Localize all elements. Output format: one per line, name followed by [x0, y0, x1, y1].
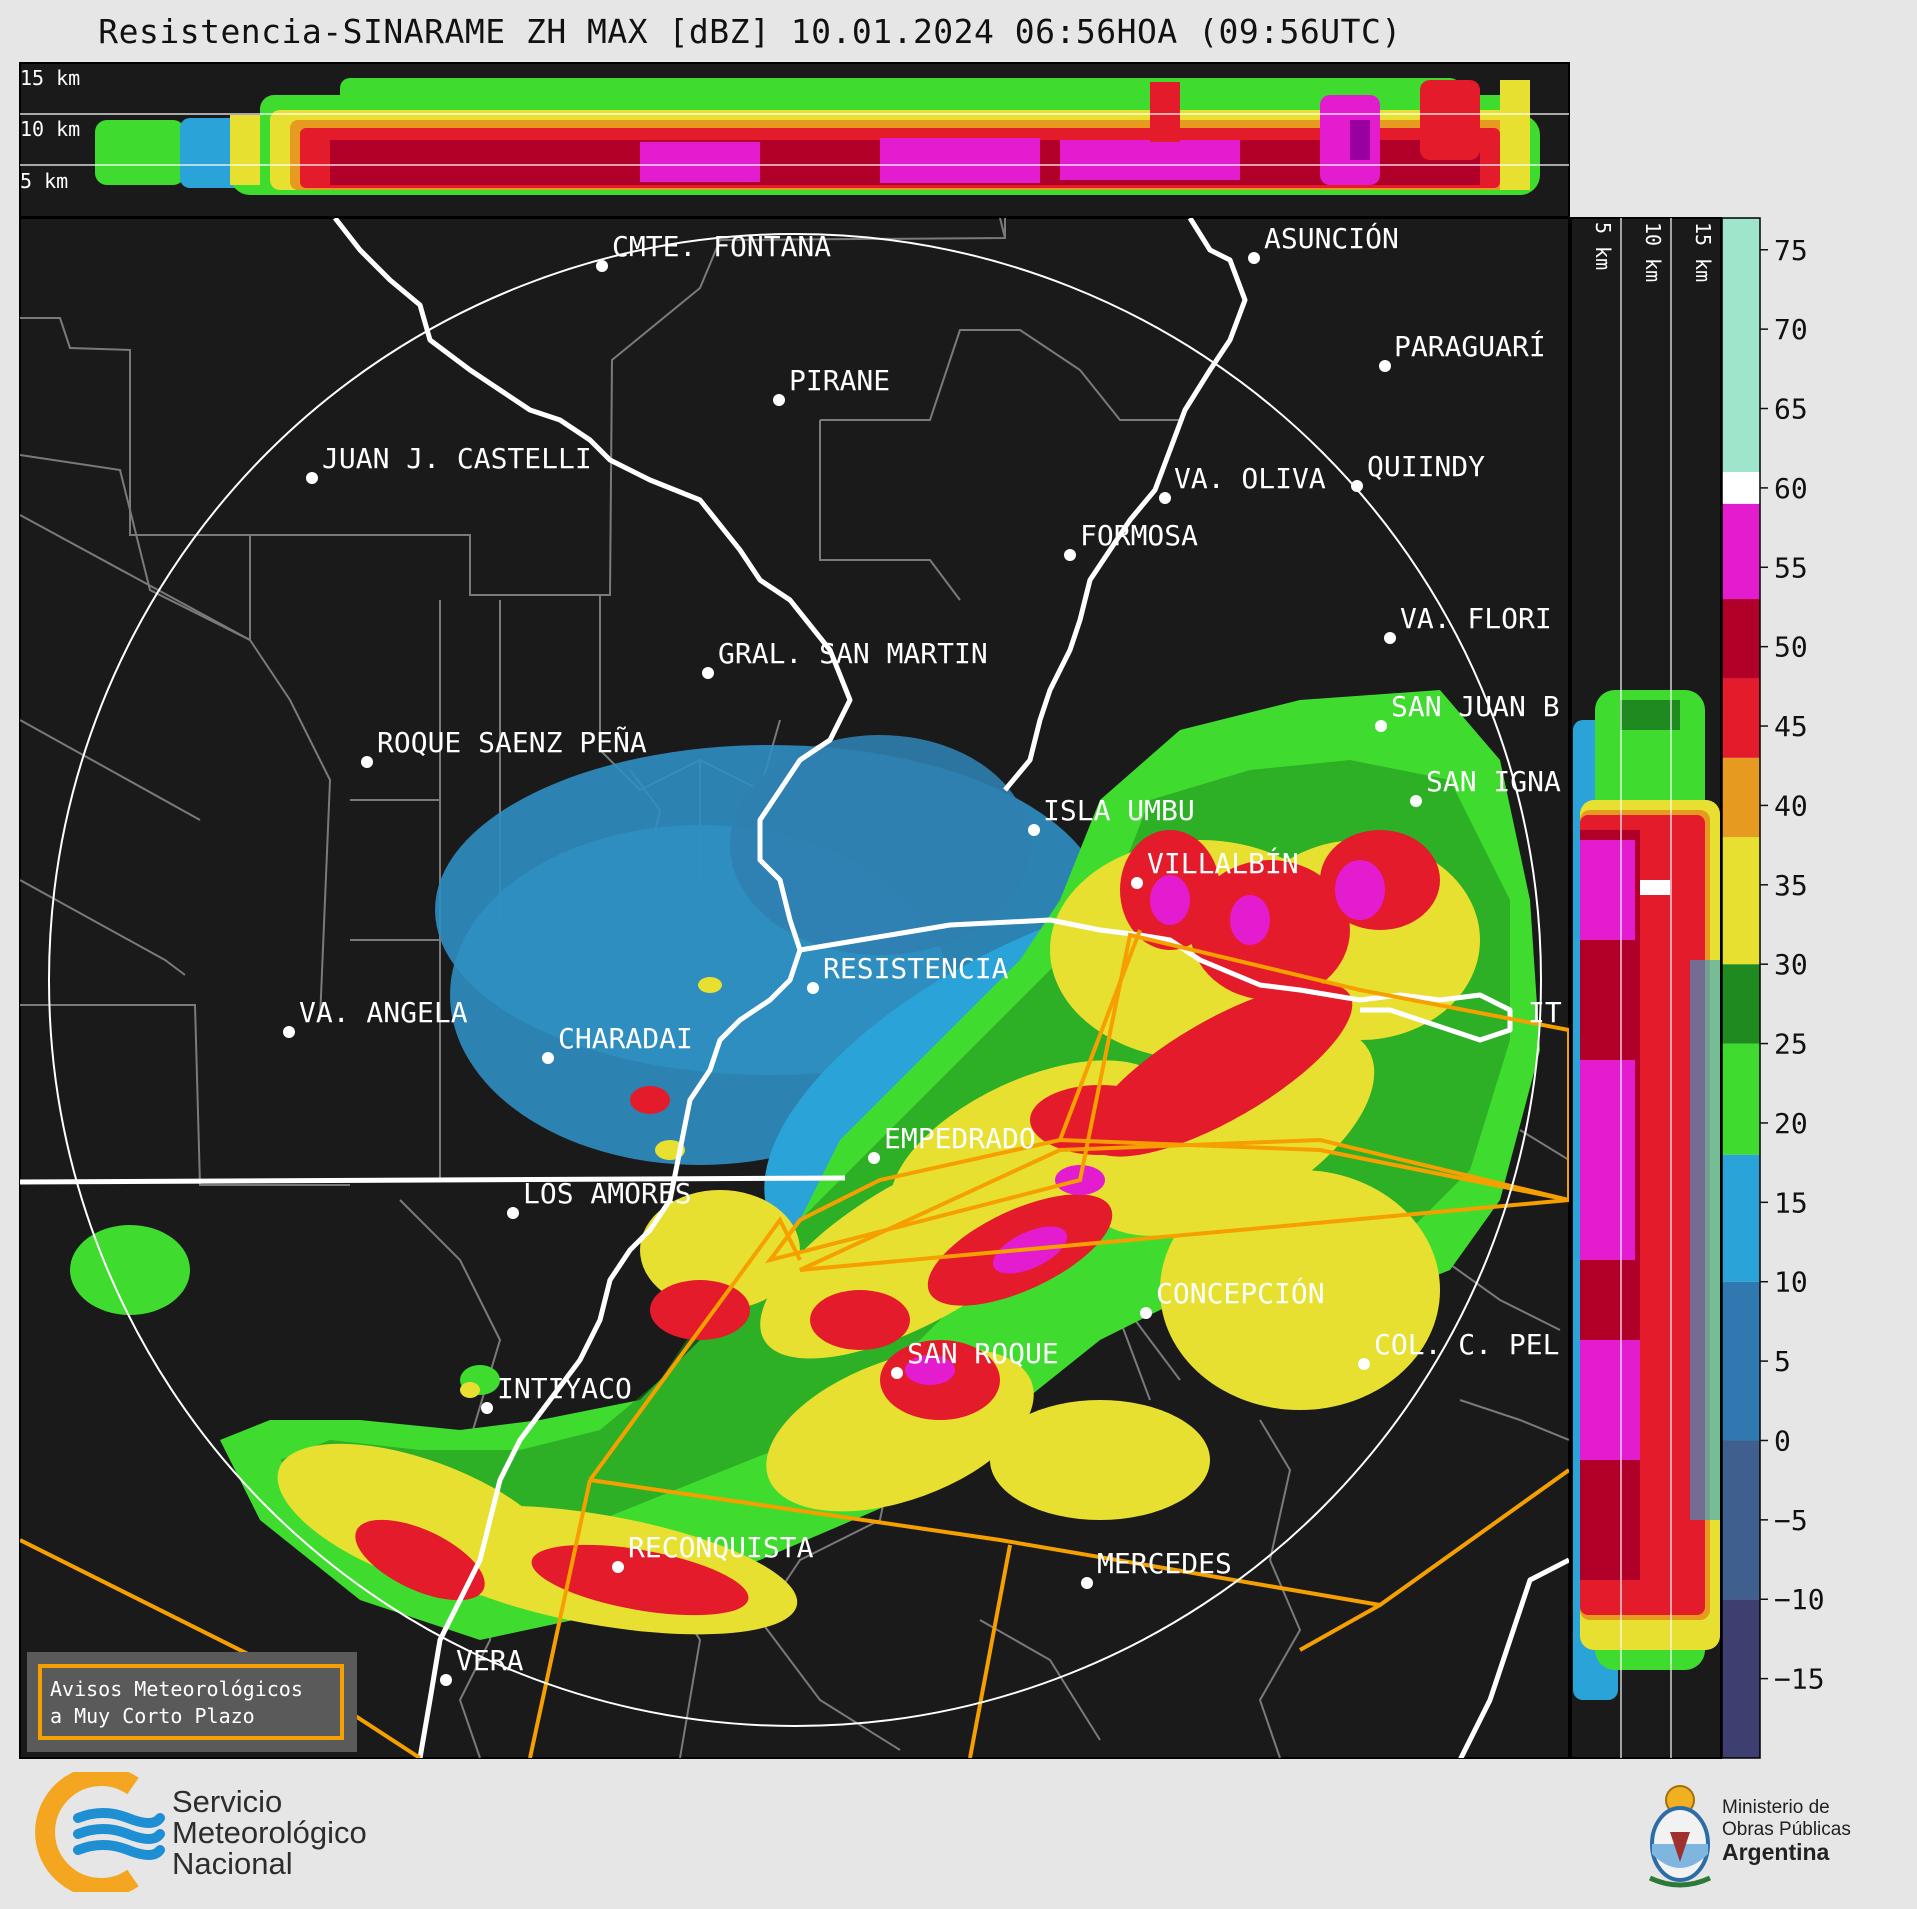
colorbar-bands [1722, 218, 1760, 1758]
ministry-line1: Ministerio de [1722, 1797, 1830, 1818]
city-label: RECONQUISTA [628, 1531, 814, 1564]
colorbar-tick-label: 30 [1774, 948, 1808, 981]
ministry-brand: Ministerio de Obras Públicas Argentina [1722, 1797, 1851, 1865]
colorbar-band [1722, 1043, 1760, 1155]
colorbar-tick-label: 25 [1774, 1028, 1808, 1061]
colorbar-tick-label: 45 [1774, 710, 1808, 743]
map-title: Resistencia-SINARAME ZH MAX [dBZ] 10.01.… [98, 12, 1402, 51]
colorbar-band [1722, 1281, 1760, 1441]
colorbar-tick-label: 75 [1774, 234, 1808, 267]
country-borders [20, 218, 1569, 1758]
city-label: GRAL. SAN MARTIN [718, 637, 988, 670]
colorbar-tick-label: 0 [1774, 1424, 1791, 1457]
smn-logo [35, 1772, 165, 1892]
top-height-label-15: 15 km [20, 66, 80, 90]
city-label: LOS AMORES [523, 1177, 692, 1210]
city-label: COL. C. PEL [1374, 1328, 1559, 1361]
warning-polygons [20, 929, 1569, 1758]
side-height-label-5: 5 km [1591, 222, 1615, 270]
smn-brand: Servicio Meteorológico Nacional [172, 1786, 367, 1879]
radar-map: CMTE. FONTANA ASUNCIÓN PARAGUARÍ PIRANE … [19, 217, 1570, 1759]
city-label: QUIINDY [1367, 450, 1485, 483]
city-label: ROQUE SAENZ PEÑA [377, 725, 647, 759]
alert-box-line2: a Muy Corto Plazo [50, 1704, 255, 1728]
city-label: CHARADAI [558, 1022, 693, 1055]
side-height-label-15: 15 km [1691, 222, 1715, 282]
alert-box-line1: Avisos Meteorológicos [50, 1677, 303, 1701]
city-labels: CMTE. FONTANA ASUNCIÓN PARAGUARÍ PIRANE … [299, 221, 1562, 1677]
city-label: PIRANE [789, 364, 890, 397]
colorbar-tick-label: 65 [1774, 393, 1808, 426]
colorbar-tick-label: 15 [1774, 1186, 1808, 1219]
colorbar-band [1722, 1154, 1760, 1282]
city-label: ASUNCIÓN [1264, 221, 1399, 255]
colorbar-tick-label: 35 [1774, 869, 1808, 902]
colorbar-band [1722, 472, 1760, 504]
colorbar-band [1722, 1440, 1760, 1600]
top-height-panel: 15 km 10 km 5 km [19, 62, 1570, 218]
colorbar-tick-label: 60 [1774, 472, 1808, 505]
city-markers [283, 252, 1422, 1686]
colorbar-band [1722, 503, 1760, 600]
city-label: FORMOSA [1080, 519, 1198, 552]
colorbar-tick-label: −5 [1774, 1504, 1808, 1537]
colorbar-band [1722, 757, 1760, 838]
city-label: INTIYACO [497, 1372, 632, 1405]
ministry-line3: Argentina [1722, 1839, 1830, 1865]
colorbar-band [1722, 1599, 1760, 1758]
city-label: ISLA UMBU [1043, 794, 1195, 827]
colorbar-band [1722, 599, 1760, 679]
city-label: VA. OLIVA [1174, 462, 1326, 495]
colorbar-tick-label: −10 [1774, 1583, 1825, 1616]
side-height-panel: 5 km 10 km 15 km [1570, 217, 1722, 1759]
city-label: EMPEDRADO [884, 1122, 1036, 1155]
city-label: SAN JUAN B [1391, 690, 1560, 723]
city-label: JUAN J. CASTELLI [322, 442, 592, 475]
colorbar-tick-label: 70 [1774, 313, 1808, 346]
colorbar-tick-label: 55 [1774, 551, 1808, 584]
city-label: MERCEDES [1097, 1547, 1232, 1580]
smn-brand-line1: Servicio [172, 1784, 283, 1819]
colorbar-tick-label: −15 [1774, 1663, 1825, 1696]
colorbar-band [1722, 218, 1760, 473]
colorbar-band [1722, 964, 1760, 1044]
ministry-line2: Obras Públicas [1722, 1819, 1851, 1840]
city-label: IT [1528, 996, 1562, 1029]
city-label: SAN IGNA [1426, 765, 1561, 798]
radar-range-ring [48, 233, 1542, 1727]
colorbar-band [1722, 678, 1760, 758]
side-reflectivity-profile [1573, 690, 1720, 1700]
colorbar-tick-label: 50 [1774, 631, 1808, 664]
city-label: VA. ANGELA [299, 996, 468, 1029]
coat-of-arms-icon [1648, 1785, 1712, 1888]
city-label: CMTE. FONTANA [612, 230, 831, 263]
smn-brand-line2: Meteorológico [172, 1815, 367, 1850]
city-label: VILLALBÍN [1147, 846, 1299, 880]
radar-echoes [70, 690, 1540, 1640]
city-label: VA. FLORI [1400, 602, 1552, 635]
colorbar-band [1722, 837, 1760, 965]
top-height-label-10: 10 km [20, 117, 80, 141]
side-height-label-10: 10 km [1641, 222, 1665, 282]
city-label: RESISTENCIA [823, 952, 1009, 985]
colorbar-tick-label: 20 [1774, 1107, 1808, 1140]
alert-box[interactable]: Avisos Meteorológicos a Muy Corto Plazo [27, 1652, 357, 1752]
smn-brand-line3: Nacional [172, 1846, 293, 1881]
city-label: CONCEPCIÓN [1156, 1276, 1325, 1310]
colorbar-tick-label: 40 [1774, 789, 1808, 822]
colorbar-tick-label: 10 [1774, 1266, 1808, 1299]
city-label: SAN ROQUE [907, 1337, 1059, 1370]
city-label: VERA [456, 1644, 524, 1677]
colorbar-tick-label: 5 [1774, 1345, 1791, 1378]
top-reflectivity-profile [95, 78, 1540, 195]
top-height-label-5: 5 km [20, 169, 68, 193]
city-label: PARAGUARÍ [1394, 329, 1546, 363]
